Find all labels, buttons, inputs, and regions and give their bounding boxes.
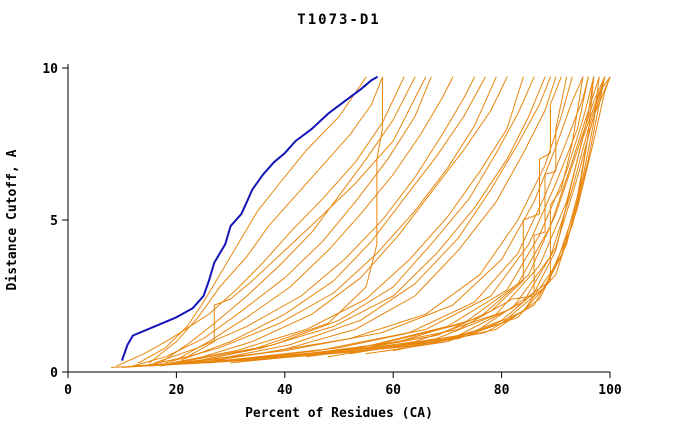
x-tick-label: 60 bbox=[385, 383, 401, 398]
y-tick-label: 5 bbox=[50, 214, 58, 229]
x-tick-label: 80 bbox=[494, 383, 510, 398]
series-line-model-16 bbox=[159, 76, 573, 367]
series-line-model-05 bbox=[132, 76, 432, 367]
series-line-model-25 bbox=[349, 76, 611, 355]
series-line-model-14 bbox=[213, 76, 551, 361]
series-line-model-best bbox=[121, 76, 378, 361]
x-axis-label: Percent of Residues (CA) bbox=[245, 406, 433, 421]
series-line-model-31 bbox=[257, 76, 568, 361]
y-axis-label: Distance Cutoff, A bbox=[5, 149, 20, 290]
y-tick-label: 0 bbox=[50, 366, 58, 381]
series-line-model-06 bbox=[175, 76, 454, 361]
series-line-model-27 bbox=[148, 76, 611, 367]
series-line-model-12 bbox=[203, 76, 535, 361]
series-line-model-34 bbox=[143, 76, 427, 367]
y-tick-label: 10 bbox=[42, 62, 58, 77]
x-tick-label: 0 bbox=[64, 383, 72, 398]
series-line-model-19 bbox=[230, 76, 589, 361]
series-line-model-04 bbox=[159, 76, 416, 364]
series-line-model-22 bbox=[284, 76, 606, 358]
series-line-model-29 bbox=[110, 76, 595, 368]
series-line-model-21 bbox=[262, 76, 600, 361]
series-line-model-11 bbox=[170, 76, 524, 364]
series-line-model-09 bbox=[165, 76, 497, 364]
series-line-model-03 bbox=[116, 76, 405, 367]
series-line-model-17 bbox=[175, 76, 584, 364]
series-line-model-10 bbox=[192, 76, 508, 361]
series-line-model-23 bbox=[306, 76, 611, 358]
series-line-model-32 bbox=[230, 76, 562, 364]
series-line-model-01 bbox=[138, 76, 367, 364]
series-line-model-33 bbox=[175, 76, 383, 364]
series-line-model-13 bbox=[186, 76, 546, 364]
series-line-model-02 bbox=[148, 76, 383, 364]
series-line-model-26 bbox=[132, 76, 606, 367]
x-tick-label: 40 bbox=[277, 383, 293, 398]
series-line-model-08 bbox=[181, 76, 486, 361]
x-tick-label: 100 bbox=[598, 383, 622, 398]
chart-title: T1073-D1 bbox=[297, 12, 380, 28]
series-line-model-36 bbox=[365, 76, 595, 355]
series-line-model-07 bbox=[154, 76, 475, 364]
series-line-model-15 bbox=[197, 76, 557, 364]
x-tick-label: 20 bbox=[169, 383, 185, 398]
series-line-model-35 bbox=[392, 76, 584, 352]
